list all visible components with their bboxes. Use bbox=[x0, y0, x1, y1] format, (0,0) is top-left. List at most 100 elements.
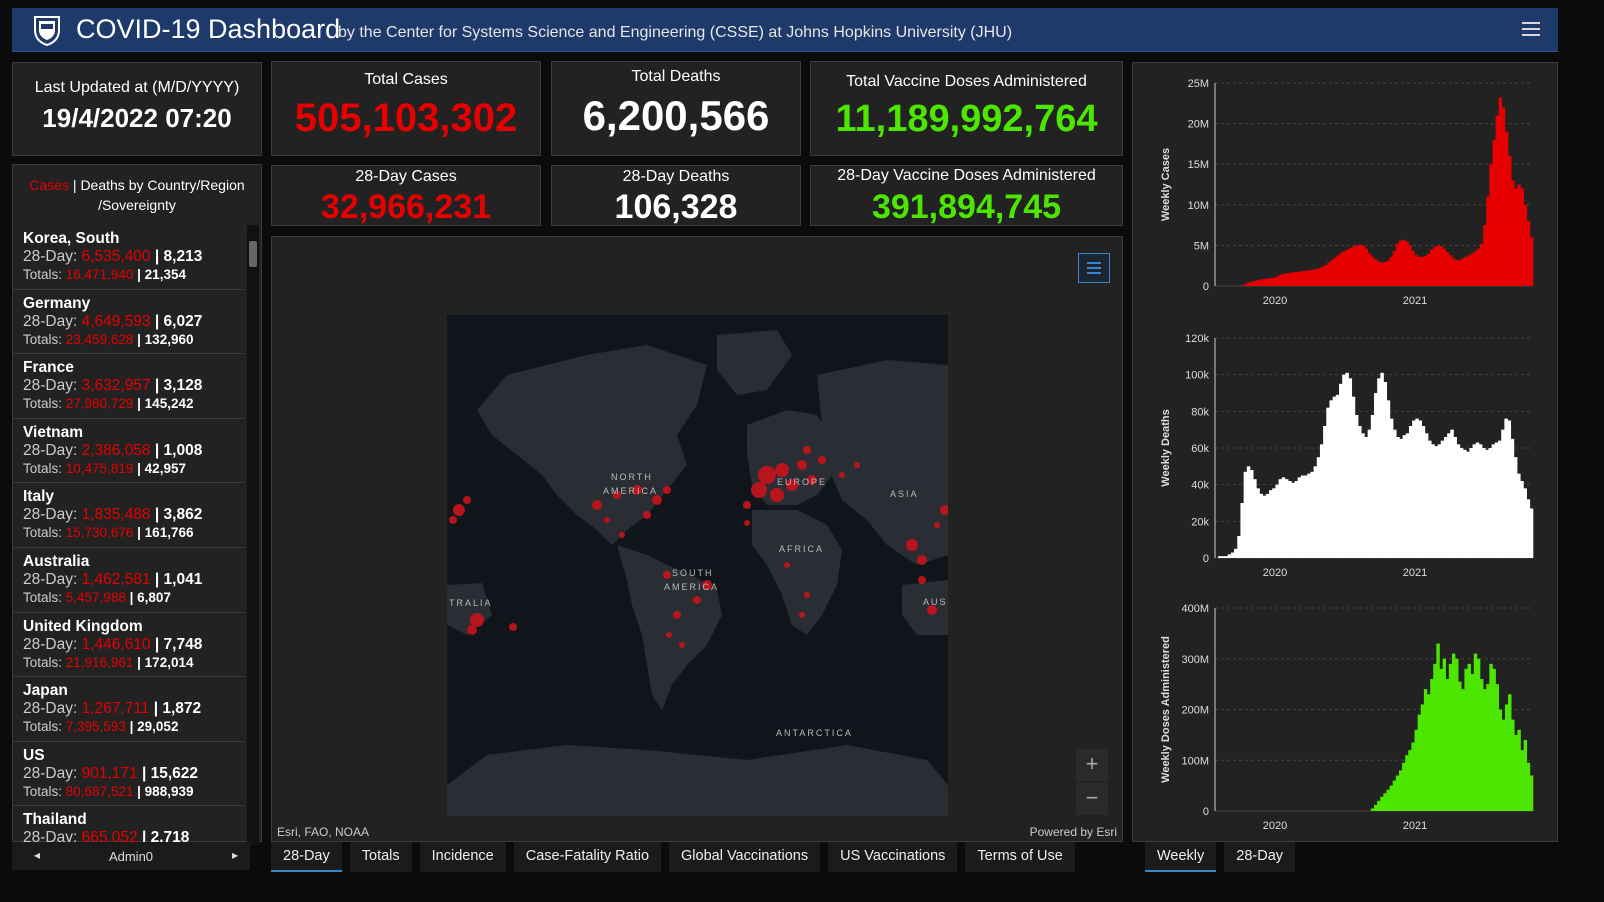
map-tab[interactable]: 28-Day bbox=[271, 842, 342, 872]
list-scroll-thumb[interactable] bbox=[249, 241, 257, 267]
chart-bar bbox=[1349, 247, 1353, 286]
chart-bar bbox=[1495, 684, 1500, 811]
country-list-item[interactable]: United Kingdom 28-Day: 1,446,610 | 7,748 T… bbox=[13, 613, 245, 678]
chart-bar bbox=[1504, 704, 1509, 811]
country-list-item[interactable]: US 28-Day: 901,171 | 15,622 Totals: 80,687… bbox=[13, 742, 245, 807]
chart-bar bbox=[1480, 243, 1484, 286]
country-list-item[interactable]: France 28-Day: 3,632,957 | 3,128 Totals: 2… bbox=[13, 354, 245, 419]
chart-bar bbox=[1380, 262, 1384, 286]
country-totals-line: Totals: 80,687,521 | 988,939 bbox=[23, 783, 194, 799]
chart-bar bbox=[1354, 415, 1359, 558]
chart-bar bbox=[1302, 270, 1306, 286]
chart-bar bbox=[1470, 253, 1475, 286]
map-tab[interactable]: Terms of Use bbox=[965, 842, 1075, 872]
zoom-in-button[interactable]: + bbox=[1076, 749, 1108, 781]
country-total-cases: 15,730,676 bbox=[65, 525, 134, 541]
country-name: Italy bbox=[23, 488, 55, 506]
chart-bar bbox=[1243, 471, 1248, 558]
chart-bar bbox=[1453, 437, 1457, 558]
chart-tab[interactable]: Weekly bbox=[1145, 842, 1217, 872]
chart-bar bbox=[1448, 663, 1453, 811]
country-list-item[interactable]: Korea, South 28-Day: 6,535,400 | 8,213 Tot… bbox=[13, 225, 245, 290]
country-28day-deaths: 3,128 bbox=[163, 377, 203, 395]
y-tick-label: 0 bbox=[1203, 553, 1209, 565]
map-label-antarctica: ANTARCTICA bbox=[776, 728, 853, 738]
country-list-item[interactable]: Vietnam 28-Day: 2,386,058 | 1,008 Totals: … bbox=[13, 419, 245, 484]
total-deaths-value: 6,200,566 bbox=[582, 92, 770, 139]
chart-bar bbox=[1392, 251, 1397, 286]
chart-bar bbox=[1367, 253, 1372, 286]
country-total-deaths: 988,939 bbox=[144, 783, 194, 799]
pager-prev-icon[interactable]: ◂ bbox=[34, 848, 41, 862]
pager-next-icon[interactable]: ▸ bbox=[232, 848, 239, 862]
country-list-item[interactable]: Germany 28-Day: 4,649,593 | 6,027 Totals: … bbox=[13, 290, 245, 355]
country-list-item[interactable]: Thailand 28-Day: 665,052 | 2,718 bbox=[13, 806, 245, 845]
chart-bar bbox=[1277, 275, 1281, 286]
country-28day-deaths: 6,027 bbox=[163, 312, 203, 330]
zoom-out-button[interactable]: − bbox=[1076, 783, 1108, 815]
chart-bar bbox=[1447, 433, 1451, 558]
chart-bar bbox=[1396, 437, 1400, 558]
country-totals-line: Totals: 21,916,961 | 172,014 bbox=[23, 654, 194, 670]
chart-bar bbox=[1292, 272, 1297, 286]
country-list-item[interactable]: Italy 28-Day: 1,835,488 | 3,862 Totals: 15… bbox=[13, 483, 245, 548]
chart-bar bbox=[1317, 268, 1322, 286]
chart-bar bbox=[1234, 548, 1238, 558]
chart-bar bbox=[1411, 251, 1415, 286]
chart-bar bbox=[1483, 225, 1487, 286]
chart-bar bbox=[1450, 429, 1454, 558]
chart-bar bbox=[1330, 260, 1334, 286]
chart-bar bbox=[1526, 762, 1531, 811]
chart-bar bbox=[1402, 435, 1407, 558]
legend-list-icon[interactable] bbox=[1078, 253, 1110, 283]
chart-tab[interactable]: 28-Day bbox=[1224, 842, 1296, 872]
country-28day-cases: 1,462,581 bbox=[81, 570, 151, 588]
map-tab[interactable]: US Vaccinations bbox=[828, 842, 958, 872]
map-tab[interactable]: Global Vaccinations bbox=[669, 842, 821, 872]
chart-bar bbox=[1367, 429, 1372, 558]
map-tab[interactable]: Case-Fatality Ratio bbox=[513, 842, 662, 872]
chart-bar bbox=[1517, 473, 1521, 558]
map-label-south-america: SOUTH bbox=[672, 568, 714, 578]
chart-bar bbox=[1494, 442, 1499, 558]
chart-bar bbox=[1332, 396, 1337, 558]
chart-bar bbox=[1399, 438, 1403, 558]
chart-bar bbox=[1370, 808, 1375, 811]
hamburger-menu-icon[interactable] bbox=[1522, 22, 1540, 38]
chart-bar bbox=[1405, 433, 1410, 558]
chart-bar bbox=[1255, 280, 1259, 286]
country-total-cases: 23,459,628 bbox=[65, 331, 134, 347]
country-total-cases: 80,687,521 bbox=[65, 783, 134, 799]
country-28day-deaths: 7,748 bbox=[163, 635, 203, 653]
chart-bar bbox=[1218, 556, 1222, 558]
cases-28day-panel: 28-Day Cases 32,966,231 bbox=[271, 165, 541, 226]
chart-bar bbox=[1523, 204, 1528, 286]
chart-bar bbox=[1351, 396, 1356, 558]
list-heading-cases[interactable]: Cases bbox=[29, 177, 70, 193]
chart-bar bbox=[1513, 457, 1518, 558]
list-scrollbar[interactable] bbox=[247, 225, 259, 845]
chart-bar bbox=[1417, 256, 1422, 286]
chart-bar bbox=[1430, 679, 1434, 811]
country-28day-line: 28-Day: 665,052 | 2,718 bbox=[23, 829, 190, 845]
chart-bar bbox=[1520, 188, 1524, 286]
map-tab[interactable]: Totals bbox=[349, 842, 412, 872]
country-totals-line: Totals: 5,457,988 | 6,807 bbox=[23, 589, 171, 605]
chart-bar bbox=[1475, 442, 1480, 558]
country-list-item[interactable]: Japan 28-Day: 1,267,711 | 1,872 Totals: 7,… bbox=[13, 677, 245, 742]
chart-bar bbox=[1411, 742, 1415, 811]
map-tab[interactable]: Incidence bbox=[419, 842, 506, 872]
chart-bar bbox=[1498, 440, 1502, 558]
country-total-deaths: 29,052 bbox=[137, 719, 179, 735]
deaths-28day-value: 106,328 bbox=[614, 188, 738, 226]
chart-bar bbox=[1520, 481, 1524, 558]
chart-bar bbox=[1300, 475, 1305, 558]
country-list-item[interactable]: Australia 28-Day: 1,462,581 | 1,041 Totals… bbox=[13, 548, 245, 613]
chart-bar bbox=[1420, 256, 1425, 286]
y-tick-label: 20k bbox=[1191, 516, 1209, 528]
chart-bar bbox=[1486, 196, 1490, 286]
chart-bar bbox=[1361, 433, 1365, 558]
world-map[interactable]: NORTH AMERICA EUROPE ASIA AFRICA SOUTH A… bbox=[447, 315, 948, 816]
country-name: Korea, South bbox=[23, 230, 120, 247]
chart-bar bbox=[1463, 449, 1467, 558]
